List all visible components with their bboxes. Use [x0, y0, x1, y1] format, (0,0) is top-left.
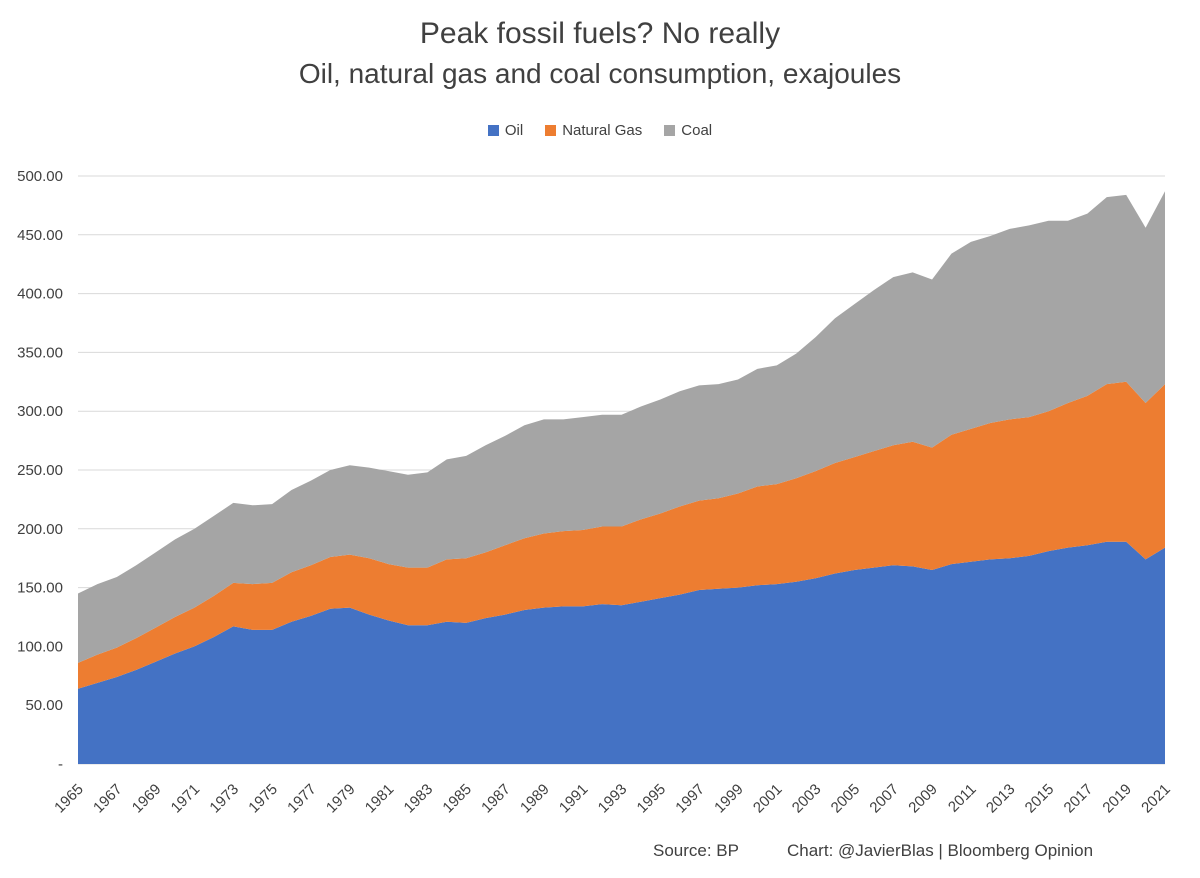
x-tick-label: 1965	[51, 781, 87, 817]
area-series	[78, 191, 1165, 764]
x-tick-label: 2015	[1022, 781, 1058, 817]
y-tick-label: 250.00	[17, 462, 63, 479]
x-tick-label: 1969	[129, 781, 165, 817]
x-tick-label: 1991	[556, 781, 592, 817]
x-tick-label: 1999	[711, 781, 747, 817]
chart-subtitle: Oil, natural gas and coal consumption, e…	[298, 58, 902, 89]
legend-swatch-oil	[487, 125, 499, 136]
legend-label-natural-gas: Natural Gas	[562, 122, 643, 139]
x-tick-label: 1979	[323, 781, 359, 817]
x-tick-label: 1985	[439, 781, 475, 817]
y-tick-label: 400.00	[17, 286, 63, 303]
x-tick-label: 2013	[983, 781, 1019, 817]
legend-swatch-natural-gas	[545, 125, 557, 136]
x-tick-label: 2019	[1099, 781, 1135, 817]
x-tick-label: 1995	[634, 781, 670, 817]
x-tick-label: 1997	[672, 781, 708, 817]
x-tick-label: 1983	[401, 781, 437, 817]
legend-item-oil: Oil	[487, 122, 524, 139]
legend: Oil Natural Gas Coal	[0, 122, 1200, 139]
y-tick-label: 500.00	[17, 168, 63, 185]
legend-label-coal: Coal	[681, 122, 713, 139]
title-block: Peak fossil fuels? No really Oil, natura…	[0, 14, 1200, 94]
y-tick-label: 50.00	[25, 697, 63, 714]
x-tick-label: 2003	[789, 781, 825, 817]
x-tick-label: 1973	[206, 781, 242, 817]
x-tick-label: 1971	[168, 781, 204, 817]
chart-credit: Chart: @JavierBlas | Bloomberg Opinion	[787, 841, 1094, 860]
legend-swatch-coal	[664, 125, 676, 136]
y-tick-label: -	[58, 756, 63, 773]
x-tick-label: 1989	[517, 781, 553, 817]
y-tick-label: 450.00	[17, 227, 63, 244]
y-tick-label: 200.00	[17, 521, 63, 538]
y-axis-ticks: - 50.00 100.00 150.00 200.00 250.00 300.00 350.…	[17, 168, 63, 773]
x-tick-label: 1977	[284, 781, 320, 817]
legend-label-oil: Oil	[504, 122, 524, 139]
area-series-coal	[78, 191, 1165, 663]
x-tick-label: 1967	[90, 781, 126, 817]
chart-title: Peak fossil fuels? No really	[419, 17, 781, 50]
area-series-natural-gas	[78, 381, 1165, 689]
y-tick-label: 300.00	[17, 403, 63, 420]
x-axis-ticks: 1965 1967 1969 1971 1973 1975 1977 1979 1981 1983…	[51, 781, 1174, 817]
y-tick-label: 150.00	[17, 580, 63, 597]
x-tick-label: 1993	[595, 781, 631, 817]
x-tick-label: 2017	[1061, 781, 1097, 817]
x-tick-label: 2007	[866, 781, 902, 817]
x-tick-label: 2021	[1138, 781, 1174, 817]
legend-item-coal: Coal	[664, 122, 712, 139]
x-tick-label: 2009	[905, 781, 941, 817]
area-series-oil	[78, 541, 1165, 764]
x-tick-label: 1987	[478, 781, 514, 817]
y-tick-label: 100.00	[17, 638, 63, 655]
x-tick-label: 2011	[945, 781, 980, 816]
legend-item-natural-gas: Natural Gas	[545, 122, 642, 139]
x-tick-label: 1981	[362, 781, 398, 817]
source-note: Source: BP	[653, 841, 739, 860]
y-tick-label: 350.00	[17, 344, 63, 361]
x-tick-label: 2001	[750, 781, 786, 817]
x-tick-label: 1975	[245, 781, 281, 817]
x-tick-label: 2005	[828, 781, 864, 817]
